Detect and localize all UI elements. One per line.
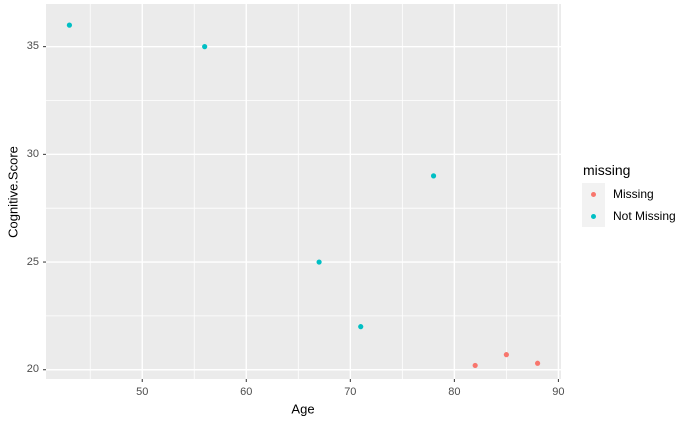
data-point xyxy=(358,324,364,330)
legend-key xyxy=(582,183,605,205)
legend-entry-missing: Missing xyxy=(582,183,676,205)
x-tick-label: 70 xyxy=(344,386,357,398)
y-tick-label: 20 xyxy=(26,363,39,376)
legend-entry-not-missing: Not Missing xyxy=(582,205,676,227)
x-tick-label: 60 xyxy=(240,386,253,398)
y-tick-label: 35 xyxy=(26,40,39,53)
data-point xyxy=(472,362,478,369)
missing-point-icon xyxy=(591,191,596,197)
data-point xyxy=(503,352,509,358)
legend-title: missing xyxy=(583,162,631,178)
legend: missing Missing Not Missing xyxy=(582,162,676,227)
legend-key xyxy=(582,205,605,227)
data-point xyxy=(66,22,73,28)
x-tick-label: 50 xyxy=(136,386,149,398)
data-point xyxy=(430,173,437,179)
data-point xyxy=(316,259,322,265)
legend-label: Not Missing xyxy=(613,209,676,223)
y-tick-label: 25 xyxy=(26,255,39,268)
panel-background xyxy=(46,4,561,379)
x-tick-label: 90 xyxy=(552,386,565,398)
data-point xyxy=(534,360,541,366)
legend-label: Missing xyxy=(613,187,654,201)
not-missing-point-icon xyxy=(591,213,596,219)
legend-entries: Missing Not Missing xyxy=(582,183,676,227)
data-point xyxy=(202,44,208,50)
x-tick-label: 80 xyxy=(448,386,461,398)
y-tick-label: 30 xyxy=(26,147,39,160)
x-axis-title: Age xyxy=(291,401,315,417)
